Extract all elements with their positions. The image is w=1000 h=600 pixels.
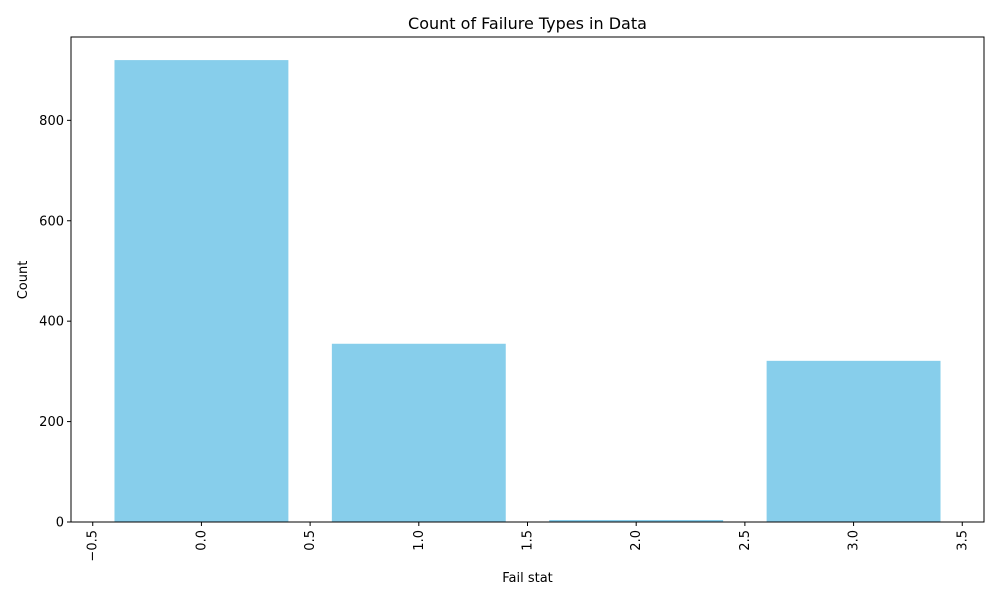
x-tick-label: 0.5: [303, 530, 318, 551]
y-tick-label: 400: [39, 315, 64, 330]
x-axis-title: Fail stat: [502, 571, 553, 586]
bar-2: [549, 519, 724, 522]
y-tick-label: 200: [39, 415, 64, 430]
y-ticks-group: 0 200 400 600 800: [39, 114, 71, 531]
x-tick-label: 3.5: [955, 530, 970, 551]
y-tick-label: 600: [39, 214, 64, 229]
y-axis-title: Count: [16, 261, 31, 300]
y-tick-label: 800: [39, 114, 64, 129]
bar-1: [331, 343, 506, 522]
x-tick-label: 2.0: [629, 530, 644, 551]
x-tick-label: 1.0: [412, 530, 427, 551]
x-tick-label: 2.5: [738, 530, 753, 551]
x-tick-label: 3.0: [847, 530, 862, 551]
plot-frame: [70, 36, 985, 523]
y-tick-label: 0: [56, 516, 64, 531]
x-tick-label: 0.0: [194, 530, 209, 551]
x-tick-label: 1.5: [521, 530, 536, 551]
x-tick-label: −0.5: [86, 530, 101, 562]
bar-3: [766, 360, 941, 522]
chart-title: Count of Failure Types in Data: [408, 14, 647, 33]
bars-group: [114, 60, 941, 522]
bar-0: [114, 60, 289, 522]
x-ticks-group: −0.5 0.0 0.5 1.0 1.5 2.0 2.5 3.0 3.5: [86, 522, 970, 562]
